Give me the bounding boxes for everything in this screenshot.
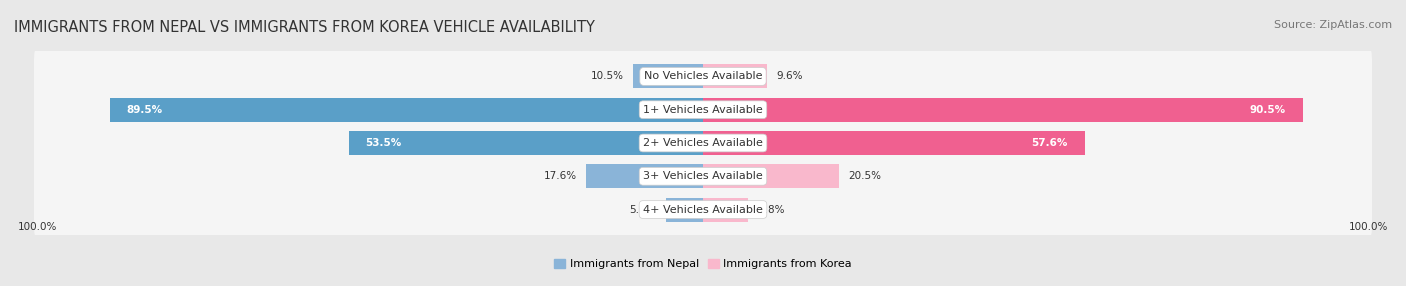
Text: 57.6%: 57.6% (1032, 138, 1069, 148)
Text: 4+ Vehicles Available: 4+ Vehicles Available (643, 204, 763, 214)
Text: 89.5%: 89.5% (127, 105, 163, 115)
Text: 9.6%: 9.6% (776, 72, 803, 82)
Text: 3+ Vehicles Available: 3+ Vehicles Available (643, 171, 763, 181)
Bar (703, 164, 839, 188)
Text: Source: ZipAtlas.com: Source: ZipAtlas.com (1274, 20, 1392, 30)
Text: 90.5%: 90.5% (1250, 105, 1286, 115)
Bar (349, 131, 703, 155)
Text: 20.5%: 20.5% (849, 171, 882, 181)
Text: 10.5%: 10.5% (591, 72, 623, 82)
Bar (634, 64, 703, 88)
Bar (703, 198, 748, 222)
FancyBboxPatch shape (34, 113, 1372, 173)
FancyBboxPatch shape (34, 180, 1372, 239)
Text: 5.6%: 5.6% (630, 204, 657, 214)
Legend: Immigrants from Nepal, Immigrants from Korea: Immigrants from Nepal, Immigrants from K… (554, 259, 852, 269)
Text: 1+ Vehicles Available: 1+ Vehicles Available (643, 105, 763, 115)
Text: 53.5%: 53.5% (366, 138, 401, 148)
FancyBboxPatch shape (34, 146, 1372, 206)
Bar (703, 64, 766, 88)
Bar (586, 164, 703, 188)
FancyBboxPatch shape (34, 47, 1372, 106)
Text: 17.6%: 17.6% (543, 171, 576, 181)
Text: 2+ Vehicles Available: 2+ Vehicles Available (643, 138, 763, 148)
Text: 100.0%: 100.0% (1350, 222, 1389, 232)
Text: IMMIGRANTS FROM NEPAL VS IMMIGRANTS FROM KOREA VEHICLE AVAILABILITY: IMMIGRANTS FROM NEPAL VS IMMIGRANTS FROM… (14, 20, 595, 35)
Bar (666, 198, 703, 222)
FancyBboxPatch shape (34, 80, 1372, 140)
Text: No Vehicles Available: No Vehicles Available (644, 72, 762, 82)
Text: 100.0%: 100.0% (17, 222, 56, 232)
Bar (703, 131, 1084, 155)
Bar (110, 98, 703, 122)
Text: 6.8%: 6.8% (758, 204, 785, 214)
Bar (703, 98, 1302, 122)
